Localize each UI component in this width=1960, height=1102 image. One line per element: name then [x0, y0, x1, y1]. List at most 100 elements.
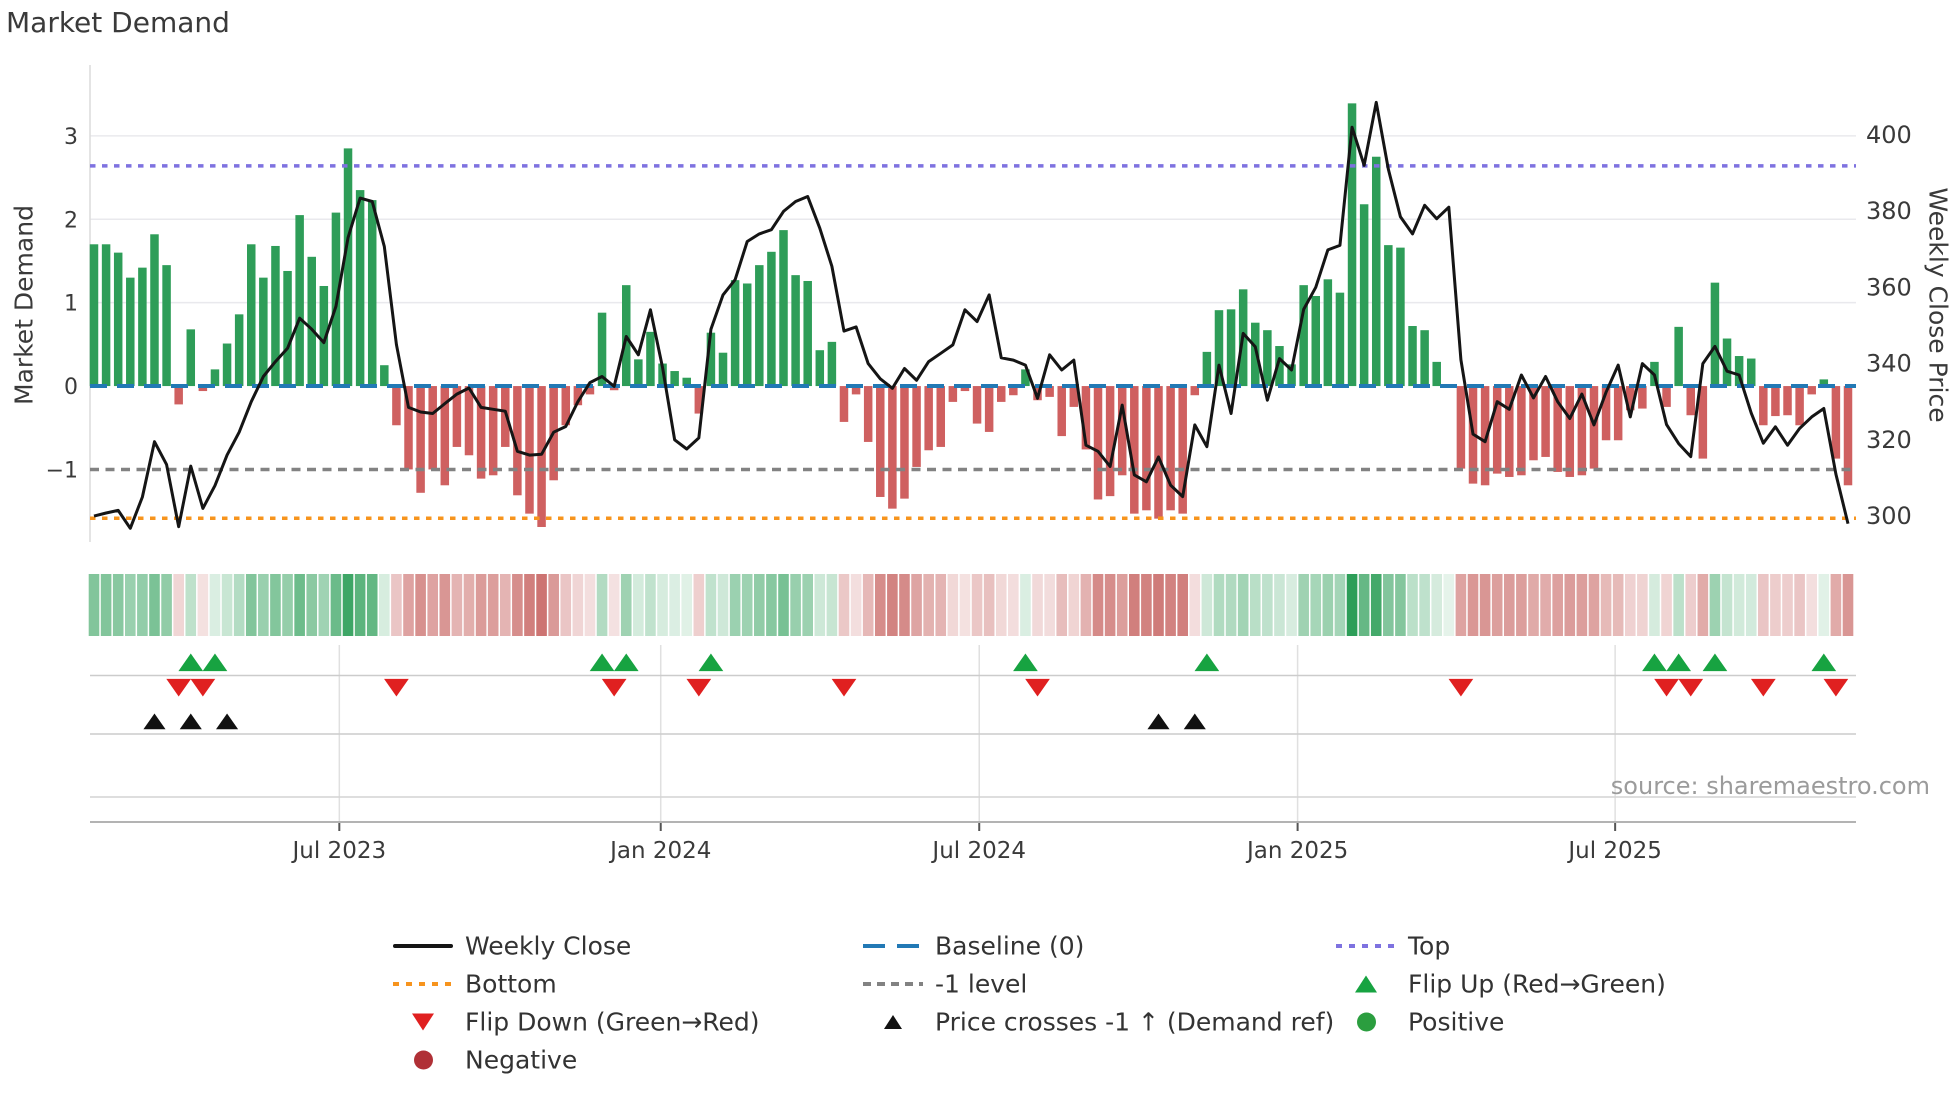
heatmap-cell [899, 574, 910, 636]
demand-bar [1154, 386, 1163, 519]
demand-bar [634, 359, 643, 387]
demand-bar [1698, 386, 1708, 459]
demand-bar [1541, 386, 1550, 457]
right-tick-label: 360 [1866, 273, 1912, 301]
demand-bar [1505, 386, 1514, 477]
dots-swatch [393, 982, 453, 986]
heatmap-cell [1262, 574, 1273, 636]
left-tick-label: 0 [64, 375, 78, 400]
flip-up-marker [613, 653, 639, 672]
demand-bar [948, 386, 958, 402]
heatmap-cell [1189, 574, 1201, 636]
flip-up-marker [1702, 653, 1728, 672]
demand-bar [234, 314, 244, 387]
triangle-down-swatch [412, 1013, 434, 1031]
weekly-close-line [93, 100, 1850, 530]
circle-swatch [1357, 1012, 1376, 1032]
demand-bar [706, 332, 716, 387]
demand-bar [259, 277, 268, 387]
heatmap-cell [766, 574, 777, 636]
flip-up-marker [1811, 653, 1837, 672]
heatmap-cell [620, 574, 632, 636]
demand-bar [1565, 386, 1575, 477]
legend-label: Negative [465, 1045, 578, 1075]
demand-bar [1795, 386, 1804, 426]
heatmap-cell [1576, 574, 1588, 636]
demand-bar [1178, 386, 1187, 514]
heatmap-cell [342, 574, 354, 636]
heatmap-cell [826, 574, 838, 636]
heatmap-cell [911, 574, 922, 636]
heatmap-cell [1020, 574, 1031, 636]
demand-bar [597, 312, 607, 387]
demand-bar [1371, 156, 1381, 387]
demand-bar [380, 365, 389, 387]
heatmap-cell [1733, 574, 1745, 636]
heatmap-cell [258, 574, 269, 636]
demand-bar [1287, 364, 1296, 387]
heatmap-cell [959, 574, 971, 636]
heatmap-cell [149, 574, 160, 636]
demand-bar [1226, 309, 1236, 387]
right-tick-label: 400 [1866, 121, 1912, 149]
heatmap-cell [524, 574, 535, 636]
heatmap-cell [221, 574, 233, 636]
demand-bar [1251, 322, 1260, 387]
legend-label: -1 level [935, 969, 1028, 999]
flip-down-marker [166, 678, 192, 697]
triangle-up-swatch [1355, 975, 1377, 993]
demand-bar [839, 386, 849, 422]
demand-bar [295, 215, 304, 387]
demand-bar [767, 251, 776, 387]
heatmap-cell [717, 574, 729, 636]
heatmap-cell [645, 574, 656, 636]
demand-bar [876, 386, 885, 497]
demand-bar [1202, 351, 1212, 387]
heatmap-cell [1092, 574, 1104, 636]
heatmap-cell [874, 574, 886, 636]
demand-bar [936, 386, 946, 447]
flip-up-marker [1194, 653, 1220, 672]
source-note: source: sharemaestro.com [1610, 772, 1930, 800]
dash-long-swatch [863, 944, 923, 948]
heatmap-cell [1201, 574, 1213, 636]
heatmap-cell [1709, 574, 1721, 636]
demand-bar [174, 386, 183, 405]
heatmap-cell [1564, 574, 1576, 636]
heatmap-cell [1443, 574, 1455, 636]
heatmap-cell [403, 574, 414, 636]
heatmap-cell [1661, 574, 1672, 636]
demand-bar [1432, 361, 1441, 387]
demand-bar [501, 386, 510, 447]
demand-bar [1142, 386, 1151, 511]
demand-bar [150, 234, 159, 387]
heatmap-cell [1516, 574, 1527, 636]
heatmap-cell [1455, 574, 1467, 636]
legend-label: Flip Down (Green→Red) [465, 1007, 760, 1037]
heatmap-cell [318, 574, 330, 636]
heatmap-cell [1842, 574, 1854, 636]
flip-down-marker [1654, 678, 1679, 697]
demand-bar [1117, 386, 1127, 476]
heatmap-cell [1274, 574, 1285, 636]
price-cross-marker [1147, 713, 1170, 730]
demand-bar [210, 369, 220, 387]
heatmap-cell [270, 574, 281, 636]
demand-bar [126, 277, 135, 387]
flip-up-marker [202, 653, 228, 672]
heatmap-cell [1540, 574, 1551, 636]
heatmap-cell [1383, 574, 1394, 636]
demand-bar [851, 386, 861, 395]
flip-down-marker [1823, 678, 1849, 697]
demand-bar [355, 190, 365, 387]
heatmap-cell [1479, 574, 1491, 636]
demand-bar [1299, 285, 1308, 387]
flip-down-marker [190, 678, 216, 697]
demand-bar [827, 341, 837, 387]
demand-bar [609, 386, 619, 391]
demand-bar [1323, 279, 1333, 387]
demand-bar [138, 267, 147, 387]
heatmap-cell [1249, 574, 1261, 636]
heatmap-cell [935, 574, 947, 636]
demand-bar [1081, 386, 1091, 450]
